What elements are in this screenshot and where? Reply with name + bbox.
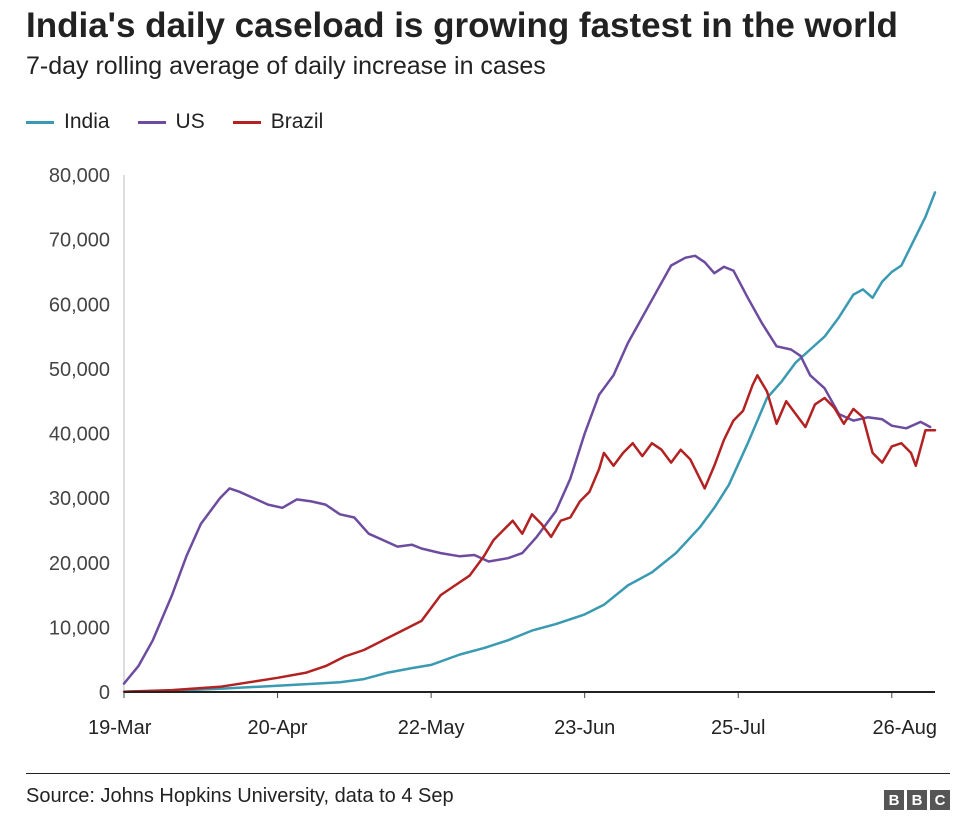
x-tick-label: 19-Mar [88, 717, 152, 739]
legend-label-india: India [64, 110, 110, 133]
x-tick-label: 20-Apr [248, 717, 308, 739]
x-tick-label: 22-May [398, 717, 465, 739]
bbc-logo-block: C [930, 790, 950, 810]
legend-item-us: US [137, 110, 205, 134]
series-line-india [122, 191, 937, 693]
bbc-logo: B B C [881, 790, 950, 810]
chart-title: India's daily caseload is growing fastes… [26, 6, 898, 45]
y-tick-label: 10,000 [49, 617, 110, 639]
series-line-us [122, 254, 932, 685]
legend-label-brazil: Brazil [270, 110, 324, 133]
legend-label-us: US [175, 110, 205, 133]
legend: India US Brazil [26, 108, 351, 136]
bbc-logo-block: B [907, 790, 927, 810]
x-tick-label: 23-Jun [554, 717, 615, 739]
y-tick-label: 30,000 [49, 488, 110, 510]
y-tick-label: 40,000 [49, 424, 110, 446]
series-line-brazil [122, 374, 937, 693]
line-chart: 0 10,000 20,000 30,000 40,000 50,000 60,000 70,… [49, 165, 938, 739]
legend-item-brazil: Brazil [232, 110, 324, 134]
y-tick-label: 0 [99, 682, 110, 704]
bbc-logo-block: B [884, 790, 904, 810]
legend-swatch-india [26, 120, 54, 124]
legend-swatch-us [137, 120, 166, 124]
chart-subtitle: 7-day rolling average of daily increase … [26, 52, 546, 80]
x-tick-label: 25-Jul [711, 717, 765, 739]
y-tick-label: 20,000 [49, 553, 110, 575]
y-tick-label: 70,000 [49, 230, 110, 252]
legend-swatch-brazil [232, 120, 261, 124]
source-divider [26, 773, 950, 774]
y-tick-label: 60,000 [49, 294, 110, 316]
y-tick-label: 80,000 [49, 165, 110, 187]
x-tick-label: 26-Aug [873, 717, 938, 739]
y-tick-label: 50,000 [49, 359, 110, 381]
legend-item-india: India [26, 110, 110, 134]
source-note: Source: Johns Hopkins University, data t… [26, 785, 454, 807]
